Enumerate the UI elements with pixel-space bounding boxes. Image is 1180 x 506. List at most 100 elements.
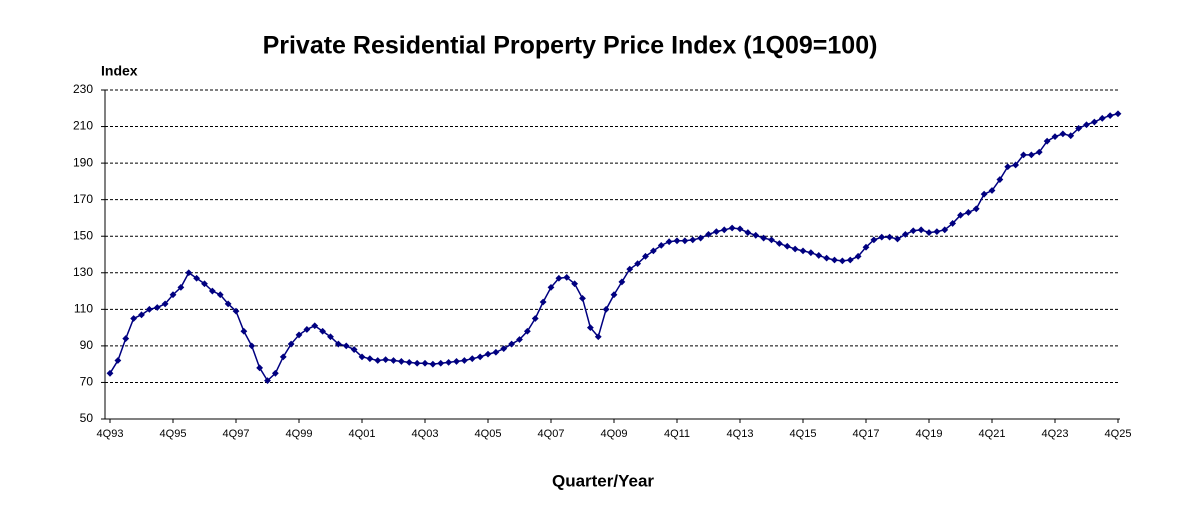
data-point <box>334 340 342 348</box>
data-point <box>894 235 901 243</box>
data-point <box>437 359 445 367</box>
x-tick-label: 4Q93 <box>97 428 124 440</box>
data-point <box>397 358 405 365</box>
data-point <box>445 358 453 366</box>
data-point <box>1035 148 1043 156</box>
data-point <box>201 280 208 288</box>
data-point <box>342 342 350 350</box>
data-point <box>516 336 523 343</box>
data-point <box>138 311 145 319</box>
data-point <box>610 291 618 299</box>
y-tick-label: 230 <box>73 82 93 96</box>
data-point <box>925 229 933 236</box>
data-point <box>657 241 665 249</box>
y-tick-label: 190 <box>73 155 93 169</box>
data-point <box>626 265 634 273</box>
data-point <box>453 358 460 365</box>
data-point <box>484 350 492 358</box>
data-point <box>594 333 602 341</box>
data-point <box>807 249 815 257</box>
data-point <box>736 225 744 233</box>
data-point <box>468 355 476 363</box>
x-tick-label: 4Q05 <box>475 428 502 440</box>
data-point <box>1098 114 1106 122</box>
y-axis-title: Index <box>101 63 138 79</box>
data-point <box>783 242 791 250</box>
data-point <box>649 247 657 255</box>
data-point <box>791 245 799 253</box>
data-point <box>917 226 925 234</box>
data-point <box>256 364 264 372</box>
x-tick-label: 4Q15 <box>790 428 817 440</box>
data-point <box>988 187 996 194</box>
data-point <box>1004 163 1012 171</box>
x-tick-label: 4Q25 <box>1105 428 1132 440</box>
data-point <box>232 307 240 315</box>
data-point <box>500 345 508 353</box>
data-point <box>327 333 334 341</box>
x-tick-label: 4Q23 <box>1042 428 1069 440</box>
data-point <box>523 327 531 335</box>
data-point <box>161 300 169 308</box>
y-tick-label: 70 <box>80 375 94 389</box>
data-point <box>586 324 594 332</box>
data-point <box>1020 151 1027 159</box>
data-point <box>264 377 271 385</box>
data-point <box>492 348 500 356</box>
data-point <box>949 220 957 227</box>
data-point <box>319 327 327 335</box>
data-point <box>1114 110 1122 118</box>
data-point <box>870 236 878 244</box>
data-point <box>555 274 563 282</box>
data-point <box>1067 132 1075 140</box>
data-point <box>768 236 775 244</box>
data-point <box>476 353 484 361</box>
y-tick-label: 130 <box>73 265 93 279</box>
y-tick-label: 110 <box>74 302 93 316</box>
data-point <box>886 233 894 241</box>
data-point <box>815 252 823 259</box>
data-point <box>846 256 854 264</box>
data-point <box>831 256 838 264</box>
data-point <box>957 211 964 219</box>
x-tick-label: 4Q97 <box>223 428 250 440</box>
data-point <box>248 342 256 350</box>
data-point <box>909 227 917 235</box>
data-point <box>775 240 783 247</box>
y-tick-label: 90 <box>80 338 94 352</box>
data-point <box>838 257 846 265</box>
data-point <box>1083 121 1090 129</box>
data-point <box>720 226 728 234</box>
x-tick-label: 4Q07 <box>538 428 565 440</box>
data-point <box>114 357 122 364</box>
data-point <box>642 252 649 260</box>
data-point <box>563 273 571 281</box>
data-point <box>854 252 862 260</box>
data-point <box>862 243 870 251</box>
y-tick-label: 210 <box>73 119 93 133</box>
data-point <box>240 327 248 335</box>
data-point <box>145 305 153 313</box>
data-point <box>823 254 831 262</box>
data-point <box>878 233 886 241</box>
data-point <box>130 315 138 322</box>
x-tick-label: 4Q21 <box>979 428 1006 440</box>
data-point <box>106 369 114 377</box>
data-point <box>358 353 366 361</box>
x-tick-label: 4Q95 <box>160 428 187 440</box>
data-point <box>752 231 760 239</box>
data-point <box>508 340 516 348</box>
data-point <box>1012 161 1020 169</box>
data-point <box>382 356 390 363</box>
data-point <box>429 360 437 368</box>
data-point <box>1027 151 1035 159</box>
data-point <box>405 358 413 366</box>
data-point <box>1051 133 1059 141</box>
data-point <box>350 346 358 353</box>
data-point <box>279 353 287 361</box>
x-tick-label: 4Q13 <box>727 428 754 440</box>
data-point <box>185 269 193 277</box>
data-point <box>964 209 972 216</box>
data-point <box>571 280 579 288</box>
